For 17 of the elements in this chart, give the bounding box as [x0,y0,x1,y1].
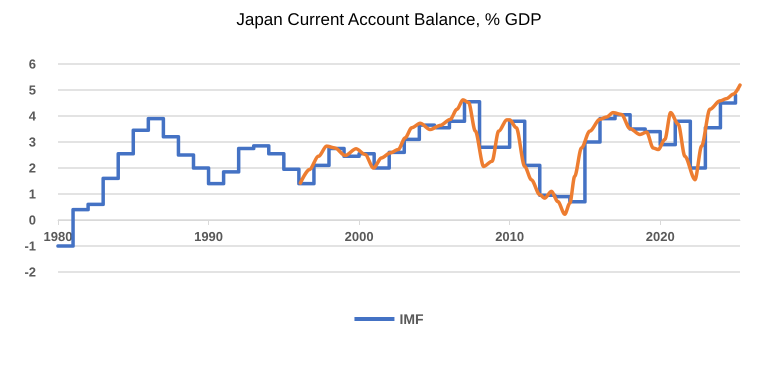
x-tick-label: 2010 [495,229,524,244]
x-tick-label: 2020 [646,229,675,244]
y-tick-label: 6 [28,56,36,72]
x-tick-label: 2000 [344,229,374,244]
legend-label: IMF [399,311,424,327]
y-tick-label: 2 [28,160,36,176]
chart-title: Japan Current Account Balance, % GDP [236,10,542,29]
y-tick-label: 4 [28,108,37,124]
y-tick-label: -1 [24,238,36,254]
x-tick-label: 1980 [44,229,72,244]
line-series [298,83,742,216]
y-tick-label: 0 [28,212,36,228]
y-tick-label: 5 [28,82,36,98]
y-tick-label: 1 [28,186,36,202]
y-tick-label: 3 [28,134,36,150]
x-tick-label: 1990 [194,229,224,244]
y-tick-label: -2 [24,264,36,280]
